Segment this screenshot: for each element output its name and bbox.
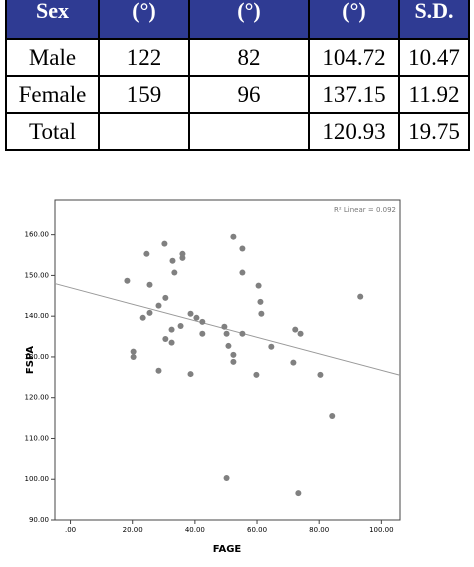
x-tick-label: .00 — [65, 526, 76, 534]
data-point — [162, 294, 169, 301]
data-point — [317, 371, 324, 378]
data-point — [230, 233, 237, 240]
y-tick-label: 110.00 — [25, 434, 50, 442]
data-point — [239, 269, 246, 276]
table-cell: Total — [5, 112, 100, 151]
table-cell — [98, 112, 190, 151]
table-row: Total 120.93 19.75 — [5, 112, 470, 151]
data-point — [199, 330, 206, 337]
data-point — [179, 254, 186, 261]
table-row: Female 159 96 137.15 11.92 — [5, 75, 470, 114]
data-point — [268, 343, 275, 350]
data-point — [124, 277, 131, 284]
table-cell: 120.93 — [308, 112, 400, 151]
x-tick-label: 20.00 — [123, 526, 143, 534]
y-tick-label: 120.00 — [25, 394, 50, 402]
data-point — [130, 348, 137, 355]
data-point — [155, 367, 162, 374]
table-cell: 11.92 — [398, 75, 470, 114]
data-point — [295, 490, 302, 497]
fit-line — [54, 283, 401, 376]
data-point — [162, 336, 169, 343]
table-cell: 137.15 — [308, 75, 400, 114]
table-cell: 19.75 — [398, 112, 470, 151]
data-point — [146, 309, 153, 316]
data-point — [223, 475, 230, 482]
data-point — [171, 269, 178, 276]
table-row: Male 122 82 104.72 10.47 — [5, 38, 470, 77]
data-point — [155, 302, 162, 309]
x-tick-label: 60.00 — [247, 526, 267, 534]
table-cell: 104.72 — [308, 38, 400, 77]
data-point — [199, 318, 206, 325]
x-tick-label: 100.00 — [369, 526, 394, 534]
y-tick-label: 160.00 — [25, 231, 50, 239]
data-point — [143, 250, 150, 257]
header-cell: S.D. — [398, 0, 470, 40]
data-point — [139, 314, 146, 321]
y-tick-label: 150.00 — [25, 271, 50, 279]
data-point — [230, 358, 237, 365]
x-axis-label: FAGE — [213, 544, 242, 555]
data-point — [230, 351, 237, 358]
x-tick-label: 40.00 — [185, 526, 205, 534]
data-point — [258, 310, 265, 317]
data-point — [187, 371, 194, 378]
table-cell: 96 — [188, 75, 310, 114]
table-cell: 82 — [188, 38, 310, 77]
data-point — [221, 323, 228, 330]
data-point — [168, 339, 175, 346]
y-tick-label: 130.00 — [25, 353, 50, 361]
data-point — [146, 281, 153, 288]
data-point — [329, 413, 336, 420]
data-point — [357, 293, 364, 300]
data-point — [257, 298, 264, 305]
header-cell: (°) — [188, 0, 310, 40]
header-cell: Sex — [5, 0, 100, 40]
table-cell: Female — [5, 75, 100, 114]
data-point — [223, 330, 230, 337]
table-cell: 122 — [98, 38, 190, 77]
table-cell: 159 — [98, 75, 190, 114]
data-point — [239, 245, 246, 252]
data-point — [169, 257, 176, 264]
data-point — [161, 240, 168, 247]
data-point — [168, 326, 175, 333]
annotation: R² Linear = 0.092 — [334, 206, 396, 214]
data-point — [225, 342, 232, 349]
header-row: Sex (°) (°) (°) S.D. — [5, 0, 470, 40]
table-cell: 10.47 — [398, 38, 470, 77]
y-tick-label: 100.00 — [25, 475, 50, 483]
data-point — [253, 371, 260, 378]
table-cell: Male — [5, 38, 100, 77]
data-point — [292, 326, 299, 333]
header-cell: (°) — [98, 0, 190, 40]
y-tick-label: 90.00 — [29, 516, 49, 524]
header-cell: (°) — [308, 0, 400, 40]
x-tick-label: 80.00 — [309, 526, 329, 534]
stats-table: Sex (°) (°) (°) S.D. Male 122 82 104.72 10.47 Fem… — [5, 0, 470, 151]
data-point — [239, 330, 246, 337]
table-cell — [188, 112, 310, 151]
data-point — [290, 359, 297, 366]
plot-frame — [54, 199, 401, 521]
data-point — [297, 330, 304, 337]
y-axis-label: FSPA — [25, 346, 36, 374]
y-tick-label: 140.00 — [25, 312, 50, 320]
data-point — [255, 282, 262, 289]
data-point — [130, 353, 137, 360]
data-point — [193, 314, 200, 321]
data-point — [177, 322, 184, 329]
data-point — [187, 310, 194, 317]
